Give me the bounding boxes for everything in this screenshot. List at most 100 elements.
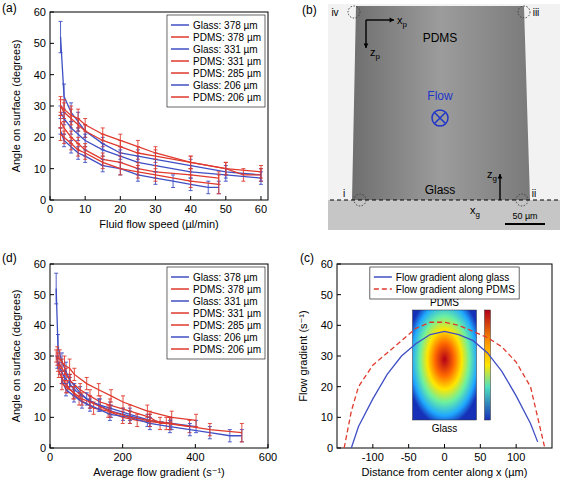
legend-swatch [171, 336, 189, 338]
axis-label: zp [370, 46, 381, 61]
legend-entry: Glass: 378 µm [193, 272, 258, 283]
y-axis-title: Flow gradient (s⁻¹) [297, 310, 309, 401]
error-bar [189, 175, 193, 188]
y-tick-label: 20 [321, 381, 333, 393]
x-tick-label: -100 [362, 451, 384, 463]
error-bar [85, 377, 89, 389]
panel: -100-500501000102030405060Distance from … [297, 251, 552, 478]
error-bar [59, 97, 63, 116]
x-tick [155, 196, 156, 200]
series-line [56, 289, 170, 424]
error-bar [69, 106, 73, 125]
scale-bar-label: 50 µm [512, 211, 537, 221]
x-tick-label: 200 [113, 451, 131, 463]
y-tick-label: 10 [34, 163, 46, 175]
error-bar [76, 144, 80, 157]
error-bar [128, 411, 132, 423]
image-panel: (b)xpzpzgxgPDMSGlassFlowiiiiiiiv50 µm [302, 3, 560, 230]
flow-symbol [432, 110, 448, 126]
y-tick-label: 60 [34, 258, 46, 270]
surface-label: PDMS [423, 31, 458, 45]
y-tick-label: 40 [321, 319, 333, 331]
error-bar [153, 147, 157, 160]
axis-label-sub: g [476, 210, 480, 219]
y-tick [337, 417, 341, 418]
legend-entry: PDMS: 378 µm [193, 32, 261, 43]
legend-swatch [171, 348, 189, 350]
corner-marker [348, 6, 360, 18]
y-tick [50, 356, 54, 357]
x-axis-title: Distance from center along x (µm) [362, 466, 528, 478]
x-tick [260, 196, 261, 200]
y-tick-label: 30 [321, 350, 333, 362]
error-bar [224, 162, 228, 175]
flow-symbol-cross [435, 113, 446, 124]
y-tick-label: 0 [40, 194, 46, 206]
legend-swatch [171, 312, 189, 314]
x-tick [372, 444, 373, 448]
error-bar [59, 128, 63, 141]
error-bar [101, 128, 105, 141]
channel [352, 6, 530, 200]
x-tick [190, 196, 191, 200]
error-bar [189, 156, 193, 169]
corner-label: ii [532, 188, 536, 199]
error-bar [83, 147, 87, 160]
error-bar [69, 137, 73, 150]
y-tick [337, 264, 341, 265]
legend-entry: PDMS: 285 µm [193, 320, 261, 331]
legend-entry: Glass: 206 µm [193, 80, 258, 91]
legend: Glass: 378 µmPDMS: 378 µmGlass: 331 µmPD… [167, 15, 265, 107]
series-line [61, 106, 261, 172]
series-line [61, 134, 219, 184]
x-tick-label: 400 [186, 451, 204, 463]
legend-entry: Flow gradient along PDMS [396, 284, 515, 295]
legend-swatch [171, 276, 189, 278]
y-tick-label: 50 [34, 289, 46, 301]
y-tick [50, 74, 54, 75]
y-tick-label: 0 [40, 442, 46, 454]
x-tick [120, 196, 121, 200]
x-tick [195, 444, 196, 448]
error-bar [76, 109, 80, 128]
error-bar [136, 140, 140, 153]
legend-swatch [171, 24, 189, 26]
legend-swatch [374, 288, 392, 290]
error-bar [121, 396, 125, 408]
legend-swatch [374, 276, 392, 278]
x-tick-label: 40 [185, 203, 197, 215]
error-bar [88, 396, 92, 408]
error-bar [68, 359, 72, 377]
error-bar [101, 156, 105, 169]
legend-swatch [171, 72, 189, 74]
series-line [344, 322, 545, 448]
legend-swatch [171, 60, 189, 62]
panel-letter: (a) [2, 1, 17, 15]
axis-label: xp [397, 14, 408, 29]
y-tick [50, 12, 54, 13]
error-bar [64, 381, 68, 393]
y-tick-label: 20 [34, 381, 46, 393]
series-line [57, 356, 196, 420]
error-bar [121, 411, 125, 423]
error-bar [60, 377, 64, 389]
x-tick-label: 50 [220, 203, 232, 215]
error-bar [62, 100, 66, 119]
error-bar [72, 387, 76, 399]
y-tick-label: 30 [34, 100, 46, 112]
x-tick [50, 444, 51, 448]
arrow-head [390, 18, 394, 23]
series-line [62, 384, 242, 433]
x-tick-label: -50 [401, 451, 417, 463]
y-tick [50, 448, 54, 449]
legend-swatch [171, 288, 189, 290]
y-tick-label: 20 [34, 131, 46, 143]
x-tick [122, 444, 123, 448]
y-tick [50, 200, 54, 201]
legend-entry: Glass: 331 µm [193, 44, 258, 55]
flow-label: Flow [427, 89, 453, 103]
y-tick-label: 60 [34, 6, 46, 18]
y-axis-title: Angle on surface (degrees) [10, 40, 22, 173]
legend-swatch [171, 48, 189, 50]
error-bar [54, 273, 58, 304]
